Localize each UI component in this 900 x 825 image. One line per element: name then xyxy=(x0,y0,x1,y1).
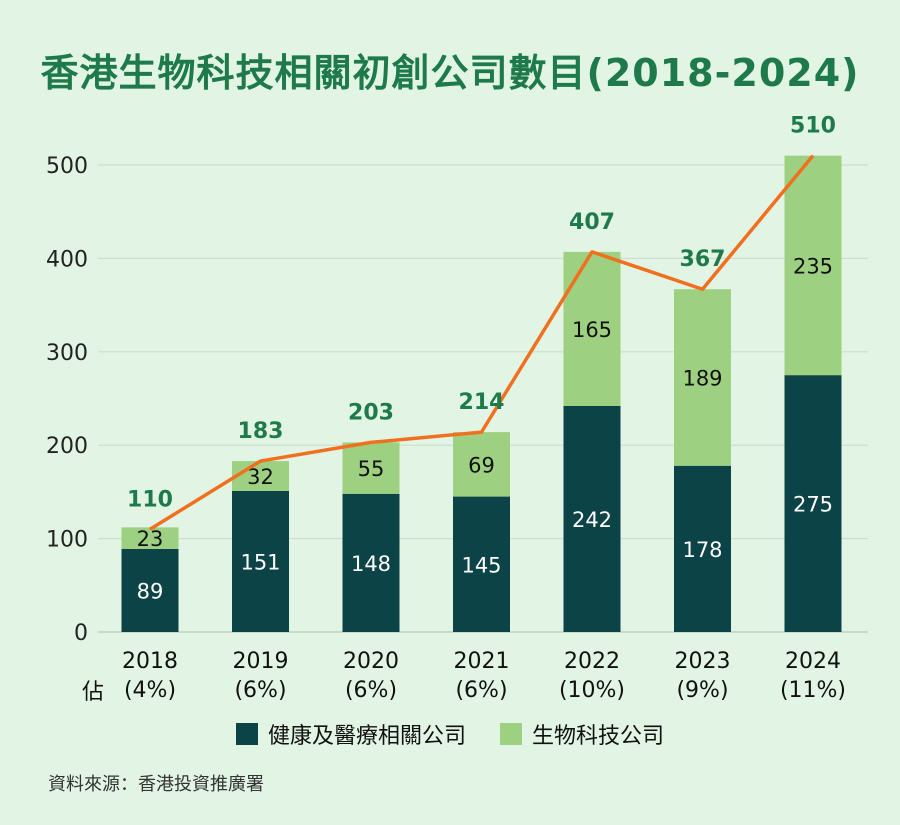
x-tick-sublabel: (6%) xyxy=(455,678,507,703)
x-tick-label: 2020 xyxy=(343,649,399,674)
x-tick-sublabel: (9%) xyxy=(676,678,728,703)
data-label-biotech: 69 xyxy=(468,453,495,477)
x-tick-sublabel: (11%) xyxy=(780,678,846,703)
chart-legend: 健康及醫療相關公司 生物科技公司 xyxy=(0,718,900,750)
share-prefix-label: 佔 xyxy=(82,680,105,705)
x-tick-sublabel: (4%) xyxy=(124,678,176,703)
total-label: 407 xyxy=(569,210,615,235)
total-label: 203 xyxy=(348,400,394,425)
total-label: 110 xyxy=(127,487,173,512)
bar-biotech xyxy=(232,461,289,491)
legend-item-health: 健康及醫療相關公司 xyxy=(235,718,466,750)
bar-biotech xyxy=(342,442,400,494)
total-label: 214 xyxy=(459,390,505,415)
x-tick-label: 2021 xyxy=(454,649,510,674)
total-label: 510 xyxy=(790,114,836,139)
data-label-health: 145 xyxy=(461,553,501,577)
data-label-biotech: 55 xyxy=(358,457,385,481)
x-tick-label: 2024 xyxy=(785,649,841,674)
x-tick-label: 2018 xyxy=(122,649,178,674)
legend-swatch-biotech xyxy=(500,723,522,745)
y-tick-label: 500 xyxy=(46,154,88,179)
x-tick-label: 2019 xyxy=(233,649,289,674)
bar-health xyxy=(453,496,510,632)
data-label-health: 151 xyxy=(240,550,280,574)
chart-title: 香港生物科技相關初創公司數目(2018-2024) xyxy=(40,51,860,95)
bar-biotech xyxy=(121,527,179,549)
y-tick-label: 200 xyxy=(46,434,88,459)
x-tick-label: 2022 xyxy=(564,649,620,674)
total-line xyxy=(149,154,815,531)
data-label-health: 178 xyxy=(682,538,722,562)
legend-label-health: 健康及醫療相關公司 xyxy=(267,724,466,749)
bar-biotech xyxy=(563,251,621,406)
source-note: 資料來源：香港投資推廣署 xyxy=(48,774,264,795)
data-label-biotech: 235 xyxy=(793,254,833,278)
data-label-health: 89 xyxy=(137,579,164,603)
bar-health xyxy=(674,465,731,632)
legend-item-biotech: 生物科技公司 xyxy=(500,718,664,750)
x-tick-sublabel: (6%) xyxy=(345,678,397,703)
bar-health xyxy=(232,490,289,632)
bar-health xyxy=(563,405,621,632)
legend-swatch-health xyxy=(235,723,258,745)
y-tick-label: 100 xyxy=(46,528,88,553)
bar-health xyxy=(121,548,179,632)
data-label-health: 148 xyxy=(351,552,391,576)
x-tick-label: 2023 xyxy=(675,649,731,674)
data-label-biotech: 23 xyxy=(137,527,164,551)
x-tick-sublabel: (6%) xyxy=(234,678,286,703)
data-label-health: 275 xyxy=(793,493,833,517)
y-tick-label: 300 xyxy=(46,341,88,366)
bar-health xyxy=(342,493,400,632)
data-label-biotech: 165 xyxy=(572,318,612,342)
y-tick-label: 0 xyxy=(74,621,88,646)
bar-biotech xyxy=(674,289,731,466)
total-label: 367 xyxy=(680,247,726,272)
bar-health xyxy=(784,375,842,632)
data-label-health: 242 xyxy=(572,508,612,532)
bar-biotech xyxy=(453,432,510,497)
data-label-biotech: 32 xyxy=(247,465,274,489)
total-label: 183 xyxy=(238,419,284,444)
bar-biotech xyxy=(784,155,842,376)
legend-label-biotech: 生物科技公司 xyxy=(532,724,665,749)
data-label-biotech: 189 xyxy=(682,366,722,390)
x-tick-sublabel: (10%) xyxy=(559,678,625,703)
y-tick-label: 400 xyxy=(46,247,88,272)
